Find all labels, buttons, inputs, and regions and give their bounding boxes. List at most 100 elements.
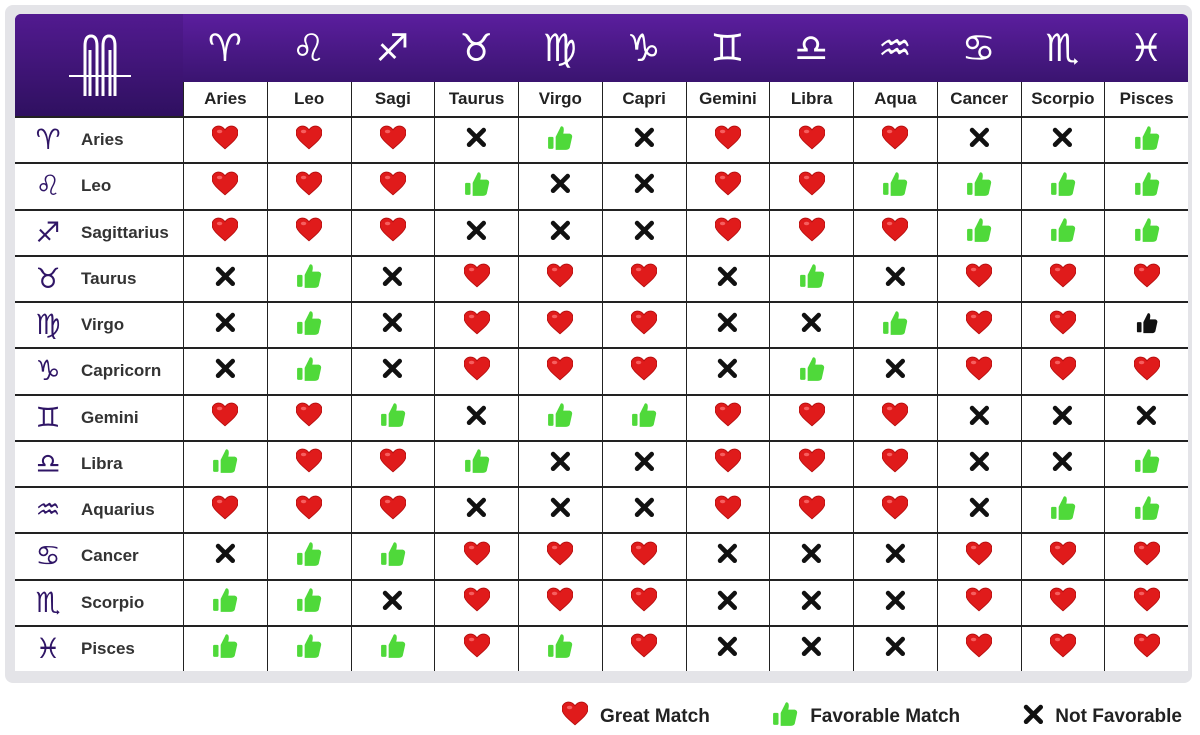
cell-leo-aries [183, 162, 267, 209]
cross-icon [634, 220, 655, 246]
cell-gemini-aries [183, 393, 267, 440]
cell-scorpio-virgo [518, 578, 602, 625]
cell-cancer-virgo [518, 532, 602, 579]
cell-libra-scorpio [1020, 439, 1105, 486]
cell-virgo-sagi [350, 301, 435, 348]
cell-leo-scorpio [1020, 162, 1105, 209]
thumbs-up-icon [882, 310, 908, 341]
cell-leo-libra [769, 162, 853, 209]
cell-scorpio-aqua [853, 578, 937, 625]
cross-icon [466, 220, 487, 246]
cross-icon [550, 173, 571, 199]
cross-icon [885, 590, 906, 616]
cross-icon [969, 497, 990, 523]
cell-aries-aries [183, 116, 267, 163]
heart-icon [798, 402, 826, 433]
aquarius-water-bearer-icon: ♒ [877, 26, 912, 70]
cell-cancer-cancer [936, 532, 1021, 579]
cell-taurus-libra [769, 254, 853, 301]
column-header-sagi: ♐ Sagi [350, 14, 435, 116]
logo-icon [69, 34, 131, 96]
thumbs-up-icon [799, 356, 825, 387]
thumbs-up-icon [966, 217, 992, 248]
heart-icon [295, 171, 323, 202]
cell-virgo-cancer [936, 301, 1021, 348]
column-header-scorpio: ♏ Scorpio [1020, 14, 1105, 116]
cross-icon [634, 497, 655, 523]
cell-sagittarius-leo [266, 208, 351, 255]
cell-aquarius-gemini [685, 486, 770, 533]
cell-gemini-gemini [685, 393, 770, 440]
thumbs-up-icon [1134, 448, 1160, 479]
heart-icon [1049, 541, 1077, 572]
row-header-aries: ♈ Aries [15, 116, 183, 163]
heart-icon [463, 356, 491, 387]
heart-icon [965, 633, 993, 664]
row-label: Taurus [81, 268, 137, 288]
cross-icon [1023, 704, 1044, 731]
cell-taurus-leo [266, 254, 351, 301]
cross-icon [382, 266, 403, 292]
cell-capricorn-pisces [1104, 347, 1188, 394]
thumbs-up-icon [212, 633, 238, 664]
cross-icon [215, 543, 236, 569]
cell-taurus-sagi [350, 254, 435, 301]
cross-icon [717, 312, 738, 338]
cancer-crab-icon: ♋ [35, 539, 61, 573]
cell-aries-pisces [1104, 116, 1188, 163]
column-label: Gemini [685, 82, 770, 116]
cell-capricorn-cancer [936, 347, 1021, 394]
thumbs-up-icon [1134, 125, 1160, 156]
cell-aquarius-taurus [434, 486, 518, 533]
cell-aries-sagi [350, 116, 435, 163]
heart-icon [630, 541, 658, 572]
cell-capricorn-gemini [685, 347, 770, 394]
thumbs-up-icon [296, 356, 322, 387]
heart-icon [714, 448, 742, 479]
thumbs-up-icon [1050, 217, 1076, 248]
thumbs-up-icon [296, 587, 322, 618]
thumbs-up-icon [547, 125, 573, 156]
heart-icon [463, 587, 491, 618]
heart-icon [965, 587, 993, 618]
thumbs-up-icon [799, 263, 825, 294]
heart-icon [714, 402, 742, 433]
heart-icon [881, 448, 909, 479]
cell-libra-leo [266, 439, 351, 486]
heart-icon [1133, 587, 1161, 618]
column-label: Scorpio [1020, 82, 1105, 116]
heart-icon [798, 171, 826, 202]
cell-sagittarius-capri [601, 208, 686, 255]
legend-label: Great Match [600, 706, 710, 727]
cell-aquarius-aqua [853, 486, 937, 533]
thumbs-up-icon [631, 402, 657, 433]
cell-gemini-libra [769, 393, 853, 440]
cell-taurus-cancer [936, 254, 1021, 301]
taurus-bull-icon: ♉ [35, 261, 61, 295]
sagittarius-bow-icon: ♐ [35, 215, 61, 249]
heart-icon [630, 633, 658, 664]
cross-icon [717, 543, 738, 569]
cross-icon [634, 173, 655, 199]
heart-icon [295, 217, 323, 248]
cross-icon [969, 127, 990, 153]
row-header-capricorn: ♑ Capricorn [15, 347, 183, 394]
cross-icon [717, 266, 738, 292]
cell-libra-gemini [685, 439, 770, 486]
row-label: Gemini [81, 407, 139, 427]
cell-pisces-virgo [518, 624, 602, 671]
gemini-twins-icon: ♊ [710, 26, 745, 70]
cell-aries-gemini [685, 116, 770, 163]
row-header-scorpio: ♏ Scorpio [15, 578, 183, 625]
cell-virgo-virgo [518, 301, 602, 348]
cell-leo-aqua [853, 162, 937, 209]
thumbs-up-icon [380, 402, 406, 433]
row-header-taurus: ♉ Taurus [15, 254, 183, 301]
row-label: Aries [81, 130, 124, 149]
heart-icon [1049, 587, 1077, 618]
cell-capricorn-taurus [434, 347, 518, 394]
cross-icon [885, 358, 906, 384]
cancer-crab-icon: ♋ [961, 26, 996, 70]
cell-scorpio-taurus [434, 578, 518, 625]
cell-scorpio-capri [601, 578, 686, 625]
